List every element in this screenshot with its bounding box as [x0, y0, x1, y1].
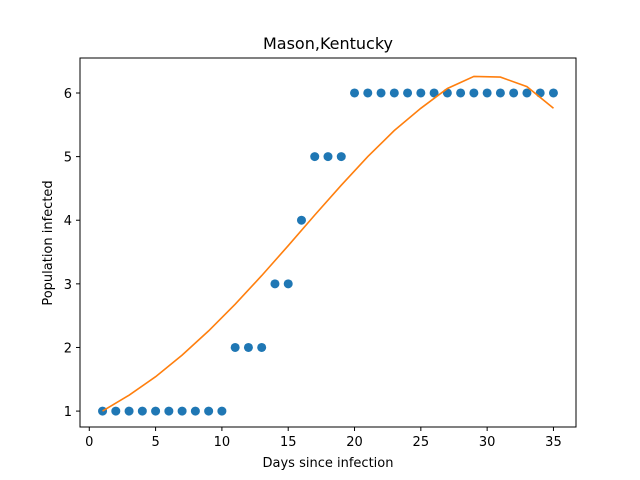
data-point — [376, 88, 386, 98]
x-axis-label: Days since infection — [263, 456, 394, 471]
x-tick-label: 0 — [85, 435, 93, 450]
data-point — [217, 406, 227, 416]
data-point — [137, 406, 147, 416]
x-axis: 0 5 10 15 20 25 30 35 — [85, 427, 562, 450]
y-tick-label: 4 — [64, 214, 72, 229]
y-axis: 1 2 3 4 5 6 — [64, 87, 80, 420]
fit-curve — [102, 75, 555, 412]
x-tick-label: 35 — [545, 435, 562, 450]
data-point — [177, 406, 187, 416]
x-tick-label: 30 — [479, 435, 496, 450]
plot-area — [98, 75, 558, 416]
y-tick-label: 6 — [64, 87, 72, 102]
data-point — [270, 279, 280, 289]
data-point — [403, 88, 413, 98]
x-tick-label: 15 — [280, 435, 297, 450]
data-point — [283, 279, 293, 289]
chart-title: Mason,Kentucky — [263, 34, 393, 53]
data-point — [124, 406, 134, 416]
data-point — [456, 88, 466, 98]
data-point — [482, 88, 492, 98]
y-tick-label: 3 — [64, 278, 72, 293]
data-point — [548, 88, 558, 98]
y-axis-label: Population infected — [41, 180, 56, 305]
data-point — [350, 88, 360, 98]
data-point — [111, 406, 121, 416]
data-point — [151, 406, 161, 416]
data-point — [323, 152, 333, 162]
x-tick-label: 5 — [151, 435, 159, 450]
data-point — [257, 342, 267, 352]
y-tick-label: 2 — [64, 341, 72, 356]
y-tick-label: 1 — [64, 405, 72, 420]
data-point — [190, 406, 200, 416]
data-point — [164, 406, 174, 416]
data-point — [204, 406, 214, 416]
data-point — [336, 152, 346, 162]
data-point — [442, 88, 452, 98]
data-point — [416, 88, 426, 98]
y-tick-label: 5 — [64, 151, 72, 166]
data-point — [230, 342, 240, 352]
x-tick-label: 25 — [413, 435, 430, 450]
data-point — [363, 88, 373, 98]
data-point — [389, 88, 399, 98]
data-point — [310, 152, 320, 162]
data-point — [535, 88, 545, 98]
x-tick-label: 10 — [214, 435, 231, 450]
data-point — [509, 88, 519, 98]
data-point — [429, 88, 439, 98]
data-point — [243, 342, 253, 352]
plot-frame — [79, 57, 577, 428]
data-point — [495, 88, 505, 98]
data-point — [522, 88, 532, 98]
x-tick-label: 20 — [346, 435, 363, 450]
data-point — [469, 88, 479, 98]
data-point — [296, 215, 306, 225]
